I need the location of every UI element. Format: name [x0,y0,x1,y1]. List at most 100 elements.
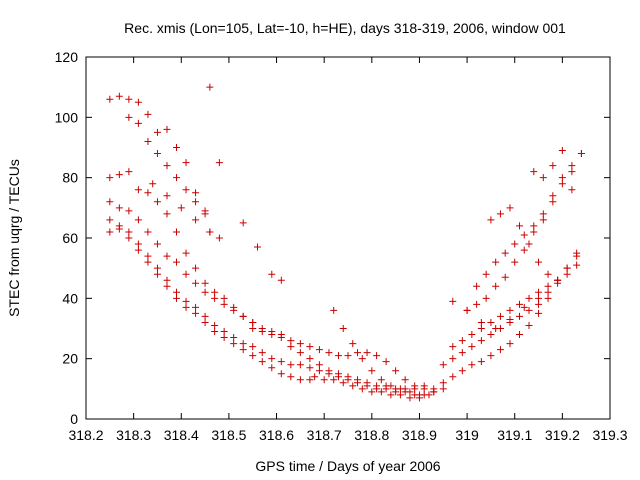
data-point [544,282,552,290]
y-tick-label: 100 [55,109,79,125]
data-point [330,376,338,384]
data-point [163,210,171,218]
data-point [363,382,371,390]
data-point [125,234,133,242]
data-point [144,110,152,118]
series-16 [463,168,576,314]
data-point [211,288,219,296]
data-point [134,98,142,106]
data-point [163,162,171,170]
data-point [554,279,562,287]
data-point [520,246,528,254]
data-point [206,228,214,236]
x-tick-label: 318.4 [164,427,199,443]
data-point [153,264,161,272]
data-point [153,128,161,136]
data-point [239,312,247,320]
data-point [354,379,362,387]
data-point [306,376,314,384]
data-point [211,328,219,336]
data-point [568,186,576,194]
data-point [149,180,157,188]
data-point [430,385,438,393]
data-point [487,352,495,360]
data-point [249,318,257,326]
data-point [163,252,171,260]
data-point [201,210,209,218]
data-point [173,144,181,151]
data-point [439,379,447,387]
data-point [163,125,171,133]
data-point [420,382,428,390]
data-point [473,282,481,290]
data-point [192,216,200,224]
data-point [173,228,181,236]
data-point [173,258,181,266]
data-point [315,346,323,354]
data-points [106,83,585,402]
data-point [201,279,209,287]
data-point [334,352,342,360]
data-point [277,358,285,366]
data-point [501,273,509,281]
series-19 [449,294,543,332]
data-point [153,150,161,158]
data-point [315,367,323,375]
data-point [211,321,219,329]
data-point [134,240,142,248]
data-point [563,264,571,272]
data-point [387,382,395,390]
y-tick-label: 40 [62,290,78,306]
x-axis-label: GPS time / Days of year 2006 [255,458,440,474]
data-point [306,364,314,372]
data-point [125,228,133,236]
data-point [577,150,585,158]
data-point [515,331,523,339]
data-point [339,325,347,332]
data-point [163,282,171,290]
data-point [177,204,185,212]
data-point [182,159,190,167]
data-point [296,340,304,348]
data-point [520,231,528,239]
data-point [211,294,219,302]
data-point [382,358,390,366]
data-point [525,294,533,302]
x-tick-label: 318.2 [68,427,103,443]
data-point [239,340,247,348]
x-tick-label: 318.5 [211,427,246,443]
data-point [530,168,538,176]
data-point [253,243,261,251]
y-tick-label: 0 [70,411,78,427]
data-point [334,373,342,381]
data-point [192,279,200,287]
data-point [163,276,171,284]
data-point [220,294,228,302]
data-point [473,300,481,308]
data-point [573,249,581,257]
data-point [477,337,485,345]
data-point [258,328,266,336]
data-point [496,346,504,354]
data-point [377,388,385,396]
data-point [468,343,476,351]
data-point [106,198,114,206]
series-6 [149,180,214,236]
data-point [192,264,200,272]
data-point [249,343,257,351]
data-point [539,174,547,182]
data-point [535,300,543,308]
series-5 [125,113,209,218]
data-point [249,325,257,332]
data-point [449,373,457,381]
data-point [115,204,123,212]
data-point [206,83,214,91]
data-point [344,352,352,360]
data-point [173,294,181,302]
data-point [368,388,376,396]
data-point [182,186,190,194]
data-point [134,246,142,254]
data-point [396,391,404,399]
data-point [296,376,304,384]
